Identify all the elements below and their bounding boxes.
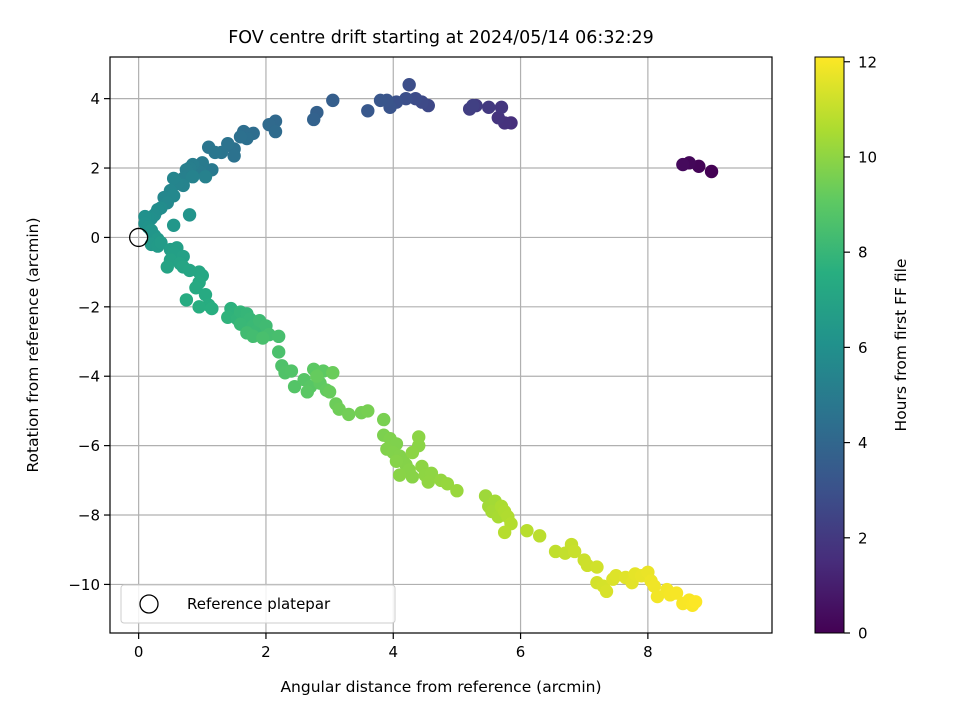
data-point (160, 260, 174, 274)
data-point (198, 170, 213, 184)
plot-frame (109, 56, 773, 634)
data-point (233, 130, 248, 144)
data-point (271, 345, 286, 359)
data-point (271, 329, 286, 344)
data-point (482, 100, 496, 115)
data-point (166, 218, 181, 232)
colorbar-tick-label: 8 (858, 244, 868, 262)
data-point (322, 385, 337, 399)
data-point (361, 404, 375, 418)
y-tick-label: 0 (90, 229, 100, 247)
legend-entry-label: Reference platepar (187, 595, 331, 613)
x-tick-label: 6 (516, 643, 526, 661)
colorbar-ticks: 0 2 4 6 8 10 12 (844, 53, 877, 643)
data-point (256, 331, 270, 345)
y-tick-label: −2 (78, 298, 100, 316)
data-point (567, 544, 582, 559)
data-point (650, 589, 665, 604)
data-point (688, 595, 703, 609)
data-point (284, 364, 299, 378)
data-point (599, 584, 614, 599)
data-point (154, 235, 168, 250)
colorbar: 0 2 4 6 8 10 12 Hours from first FF file (814, 53, 910, 643)
data-point (208, 145, 222, 160)
y-tick-label: −6 (78, 437, 100, 455)
colorbar-label: Hours from first FF file (892, 259, 910, 432)
data-point (405, 445, 420, 460)
grid-lines (110, 57, 772, 633)
legend-marker-icon (139, 594, 159, 614)
x-tick-label: 2 (261, 643, 271, 661)
x-tick-label: 0 (134, 643, 144, 661)
colorbar-tick-label: 6 (858, 339, 868, 357)
y-tick-label: 2 (90, 160, 100, 178)
data-point (377, 412, 391, 427)
data-point (326, 93, 340, 108)
data-point (300, 385, 315, 399)
data-point (669, 586, 684, 600)
chart-title: FOV centre drift starting at 2024/05/14 … (228, 28, 654, 48)
colorbar-tick-label: 10 (858, 148, 877, 166)
data-point (491, 111, 505, 125)
colorbar-tick-label: 2 (858, 529, 868, 547)
reference-platepar-marker (128, 227, 149, 248)
data-point (373, 93, 388, 108)
data-point (402, 78, 416, 92)
data-point (205, 301, 219, 316)
data-point (520, 523, 534, 538)
x-axis-ticks: 0 2 4 6 8 (134, 633, 653, 661)
data-point (440, 477, 455, 491)
y-tick-label: −10 (68, 576, 100, 594)
y-axis-label: Rotation from reference (arcmin) (24, 217, 42, 472)
data-point (466, 98, 480, 113)
data-point (189, 281, 203, 295)
data-point (704, 164, 719, 179)
x-tick-label: 8 (643, 643, 653, 661)
y-axis-ticks: −10 −8 −6 −4 −2 0 2 4 (68, 90, 110, 594)
data-point (182, 208, 197, 222)
data-points (138, 78, 719, 612)
data-point (361, 104, 375, 118)
data-point (494, 100, 509, 115)
data-point (590, 560, 604, 574)
data-point (412, 430, 426, 444)
y-tick-label: −8 (78, 507, 100, 525)
data-point (392, 468, 407, 482)
data-point (497, 525, 512, 540)
legend: Reference platepar (120, 584, 396, 624)
data-point (166, 171, 181, 186)
data-point (268, 124, 283, 139)
data-point (198, 287, 213, 302)
data-point (227, 149, 241, 163)
x-tick-label: 4 (388, 643, 398, 661)
colorbar-tick-label: 4 (858, 434, 868, 452)
colorbar-tick-label: 12 (858, 53, 877, 71)
legend-box (120, 584, 396, 624)
data-point (192, 300, 206, 314)
data-point (405, 470, 420, 484)
data-point (421, 475, 435, 489)
data-point (306, 112, 321, 127)
y-tick-label: 4 (90, 90, 100, 108)
data-point (186, 170, 200, 184)
colorbar-tick-label: 0 (858, 625, 868, 643)
colorbar-gradient (814, 56, 845, 634)
data-point (532, 529, 547, 543)
data-point (676, 157, 690, 172)
x-axis-label: Angular distance from reference (arcmin) (280, 678, 601, 696)
data-point (179, 293, 194, 307)
data-point (389, 454, 404, 468)
y-tick-label: −4 (78, 368, 100, 386)
data-point (408, 91, 423, 106)
data-point (342, 407, 356, 422)
data-point (450, 484, 464, 498)
data-point (287, 379, 302, 394)
data-point (310, 369, 324, 383)
data-point (647, 579, 661, 593)
data-point (326, 366, 340, 380)
